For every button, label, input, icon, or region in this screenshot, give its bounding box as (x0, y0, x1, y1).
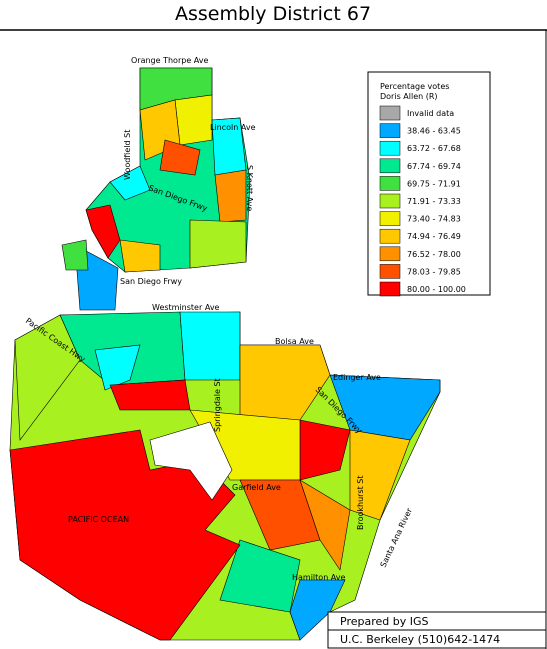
precinct (14, 314, 81, 441)
legend-label: 67.74 - 69.74 (407, 162, 461, 171)
precinct (85, 204, 121, 259)
precinct (299, 479, 351, 571)
street-label: Edinger Ave (333, 373, 381, 382)
street-label: Santa Ana River (379, 506, 415, 569)
legend-label: 74.94 - 76.49 (407, 232, 461, 241)
legend-label: 63.72 - 67.68 (407, 144, 461, 153)
unpopulated-area (149, 421, 233, 501)
legend-label: 71.91 - 73.33 (407, 197, 461, 206)
legend-swatch (379, 228, 401, 244)
precinct (159, 139, 201, 176)
street-label: Lincoln Ave (210, 123, 256, 132)
legend-label: Invalid data (407, 109, 454, 118)
street-label: Springdale St (213, 378, 222, 432)
legend-swatch (379, 264, 401, 279)
legend-label: 69.75 - 71.91 (407, 179, 461, 188)
precinct (174, 94, 213, 146)
legend-swatch (379, 246, 401, 262)
area-label: PACIFIC OCEAN (68, 515, 129, 524)
legend-label: 80.00 - 100.00 (407, 285, 466, 294)
legend-swatch (379, 281, 401, 297)
precinct (61, 239, 89, 271)
footer: Prepared by IGS U.C. Berkeley (510)642-1… (327, 611, 547, 649)
legend-label: 73.40 - 74.83 (407, 215, 461, 224)
legend-swatch (379, 193, 401, 209)
legend-swatch (379, 211, 401, 226)
legend-label: 78.03 - 79.85 (407, 267, 461, 276)
legend-swatch (379, 105, 401, 121)
legend: Percentage votes Doris Allen (R) Invalid… (367, 71, 491, 297)
street-label: San Diego Frwy (120, 277, 182, 286)
street-label: Orange Thorpe Ave (131, 56, 209, 65)
precinct (94, 344, 141, 391)
precinct (239, 344, 331, 421)
precinct (179, 311, 241, 381)
precinct (189, 219, 247, 269)
ocean-area (9, 429, 241, 641)
street-label: Westminster Ave (152, 303, 220, 312)
legend-swatch (379, 123, 401, 138)
legend-swatch (379, 158, 401, 174)
street-label: Brookhurst St (356, 475, 365, 530)
precinct (109, 165, 151, 201)
legend-swatch (379, 140, 401, 156)
street-label: Bolsa Ave (275, 337, 314, 346)
legend-label: 38.46 - 63.45 (407, 127, 461, 136)
street-label: Woodfield St (123, 130, 132, 180)
legend-swatch (379, 176, 401, 191)
title: Assembly District 67 (175, 3, 371, 25)
precinct (214, 169, 247, 223)
footer-text: Prepared by IGS (340, 615, 428, 628)
precinct (119, 239, 161, 273)
precinct (349, 429, 411, 521)
precinct (109, 379, 191, 411)
legend-title: Percentage votes (380, 82, 449, 91)
district-map (9, 67, 441, 641)
legend-label: 76.52 - 78.00 (407, 250, 461, 259)
street-label: Hamilton Ave (292, 573, 346, 582)
legend-title: Doris Allen (R) (380, 92, 438, 101)
footer-text: U.C. Berkeley (510)642-1474 (340, 633, 500, 646)
street-label: Garfield Ave (232, 483, 281, 492)
precinct (329, 374, 441, 441)
precinct (289, 579, 346, 641)
street-label: S Knott Ave (245, 165, 254, 211)
